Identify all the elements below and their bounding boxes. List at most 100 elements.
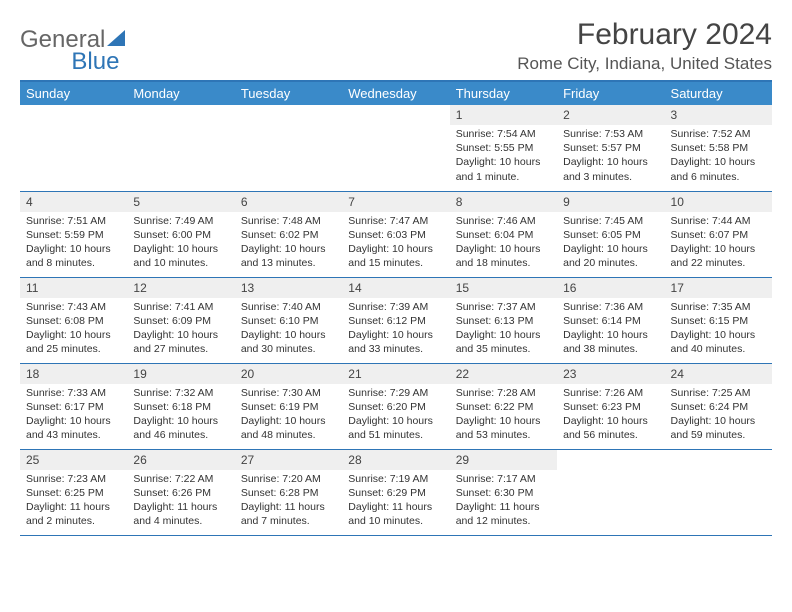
weekday-header: Tuesday: [235, 82, 342, 105]
day-number: 28: [342, 450, 449, 470]
calendar-day-cell: 13Sunrise: 7:40 AMSunset: 6:10 PMDayligh…: [235, 277, 342, 363]
calendar-day-cell: 9Sunrise: 7:45 AMSunset: 6:05 PMDaylight…: [557, 191, 664, 277]
day-details: Sunrise: 7:29 AMSunset: 6:20 PMDaylight:…: [342, 384, 449, 447]
weekday-header: Wednesday: [342, 82, 449, 105]
day-details: Sunrise: 7:51 AMSunset: 5:59 PMDaylight:…: [20, 212, 127, 275]
day-number: 15: [450, 278, 557, 298]
day-number: 2: [557, 105, 664, 125]
title-block: February 2024 Rome City, Indiana, United…: [517, 18, 772, 74]
calendar-day-cell: 20Sunrise: 7:30 AMSunset: 6:19 PMDayligh…: [235, 363, 342, 449]
brand-logo: General Blue: [20, 18, 177, 54]
calendar-empty-cell: [557, 449, 664, 535]
calendar-day-cell: 27Sunrise: 7:20 AMSunset: 6:28 PMDayligh…: [235, 449, 342, 535]
day-details: Sunrise: 7:49 AMSunset: 6:00 PMDaylight:…: [127, 212, 234, 275]
calendar-day-cell: 1Sunrise: 7:54 AMSunset: 5:55 PMDaylight…: [450, 105, 557, 191]
day-number: 18: [20, 364, 127, 384]
day-details: Sunrise: 7:54 AMSunset: 5:55 PMDaylight:…: [450, 125, 557, 188]
calendar-day-cell: 24Sunrise: 7:25 AMSunset: 6:24 PMDayligh…: [665, 363, 772, 449]
calendar-day-cell: 5Sunrise: 7:49 AMSunset: 6:00 PMDaylight…: [127, 191, 234, 277]
day-details: Sunrise: 7:47 AMSunset: 6:03 PMDaylight:…: [342, 212, 449, 275]
calendar-empty-cell: [665, 449, 772, 535]
day-number: 21: [342, 364, 449, 384]
day-details: Sunrise: 7:45 AMSunset: 6:05 PMDaylight:…: [557, 212, 664, 275]
day-details: Sunrise: 7:41 AMSunset: 6:09 PMDaylight:…: [127, 298, 234, 361]
day-details: Sunrise: 7:46 AMSunset: 6:04 PMDaylight:…: [450, 212, 557, 275]
day-details: Sunrise: 7:35 AMSunset: 6:15 PMDaylight:…: [665, 298, 772, 361]
day-number: 4: [20, 192, 127, 212]
calendar-week-row: 4Sunrise: 7:51 AMSunset: 5:59 PMDaylight…: [20, 191, 772, 277]
calendar-day-cell: 23Sunrise: 7:26 AMSunset: 6:23 PMDayligh…: [557, 363, 664, 449]
day-number: 16: [557, 278, 664, 298]
calendar-week-row: 18Sunrise: 7:33 AMSunset: 6:17 PMDayligh…: [20, 363, 772, 449]
calendar-day-cell: 25Sunrise: 7:23 AMSunset: 6:25 PMDayligh…: [20, 449, 127, 535]
calendar-body: 1Sunrise: 7:54 AMSunset: 5:55 PMDaylight…: [20, 105, 772, 535]
calendar-empty-cell: [127, 105, 234, 191]
day-number: 20: [235, 364, 342, 384]
day-number: 27: [235, 450, 342, 470]
calendar-day-cell: 18Sunrise: 7:33 AMSunset: 6:17 PMDayligh…: [20, 363, 127, 449]
weekday-header: Monday: [127, 82, 234, 105]
calendar-day-cell: 11Sunrise: 7:43 AMSunset: 6:08 PMDayligh…: [20, 277, 127, 363]
day-details: Sunrise: 7:28 AMSunset: 6:22 PMDaylight:…: [450, 384, 557, 447]
calendar-day-cell: 10Sunrise: 7:44 AMSunset: 6:07 PMDayligh…: [665, 191, 772, 277]
calendar-day-cell: 29Sunrise: 7:17 AMSunset: 6:30 PMDayligh…: [450, 449, 557, 535]
calendar-day-cell: 26Sunrise: 7:22 AMSunset: 6:26 PMDayligh…: [127, 449, 234, 535]
calendar-day-cell: 2Sunrise: 7:53 AMSunset: 5:57 PMDaylight…: [557, 105, 664, 191]
day-number: 9: [557, 192, 664, 212]
day-details: Sunrise: 7:25 AMSunset: 6:24 PMDaylight:…: [665, 384, 772, 447]
weekday-header: Saturday: [665, 82, 772, 105]
calendar-week-row: 11Sunrise: 7:43 AMSunset: 6:08 PMDayligh…: [20, 277, 772, 363]
calendar-day-cell: 3Sunrise: 7:52 AMSunset: 5:58 PMDaylight…: [665, 105, 772, 191]
day-number: 5: [127, 192, 234, 212]
calendar-day-cell: 7Sunrise: 7:47 AMSunset: 6:03 PMDaylight…: [342, 191, 449, 277]
calendar-day-cell: 28Sunrise: 7:19 AMSunset: 6:29 PMDayligh…: [342, 449, 449, 535]
calendar-day-cell: 4Sunrise: 7:51 AMSunset: 5:59 PMDaylight…: [20, 191, 127, 277]
calendar-empty-cell: [235, 105, 342, 191]
calendar-table: SundayMondayTuesdayWednesdayThursdayFrid…: [20, 82, 772, 536]
day-details: Sunrise: 7:40 AMSunset: 6:10 PMDaylight:…: [235, 298, 342, 361]
day-details: Sunrise: 7:33 AMSunset: 6:17 PMDaylight:…: [20, 384, 127, 447]
calendar-empty-cell: [20, 105, 127, 191]
weekday-header: Friday: [557, 82, 664, 105]
calendar-day-cell: 8Sunrise: 7:46 AMSunset: 6:04 PMDaylight…: [450, 191, 557, 277]
calendar-day-cell: 14Sunrise: 7:39 AMSunset: 6:12 PMDayligh…: [342, 277, 449, 363]
day-details: Sunrise: 7:30 AMSunset: 6:19 PMDaylight:…: [235, 384, 342, 447]
calendar-empty-cell: [342, 105, 449, 191]
calendar-day-cell: 16Sunrise: 7:36 AMSunset: 6:14 PMDayligh…: [557, 277, 664, 363]
day-details: Sunrise: 7:53 AMSunset: 5:57 PMDaylight:…: [557, 125, 664, 188]
day-number: 7: [342, 192, 449, 212]
day-number: 17: [665, 278, 772, 298]
calendar-week-row: 1Sunrise: 7:54 AMSunset: 5:55 PMDaylight…: [20, 105, 772, 191]
day-number: 26: [127, 450, 234, 470]
day-number: 6: [235, 192, 342, 212]
day-details: Sunrise: 7:19 AMSunset: 6:29 PMDaylight:…: [342, 470, 449, 533]
calendar-day-cell: 15Sunrise: 7:37 AMSunset: 6:13 PMDayligh…: [450, 277, 557, 363]
day-details: Sunrise: 7:44 AMSunset: 6:07 PMDaylight:…: [665, 212, 772, 275]
weekday-header: Thursday: [450, 82, 557, 105]
day-number: 13: [235, 278, 342, 298]
day-number: 12: [127, 278, 234, 298]
day-details: Sunrise: 7:26 AMSunset: 6:23 PMDaylight:…: [557, 384, 664, 447]
weekday-header: Sunday: [20, 82, 127, 105]
day-number: 11: [20, 278, 127, 298]
header: General Blue February 2024 Rome City, In…: [20, 18, 772, 74]
month-title: February 2024: [517, 18, 772, 52]
day-number: 10: [665, 192, 772, 212]
calendar-day-cell: 12Sunrise: 7:41 AMSunset: 6:09 PMDayligh…: [127, 277, 234, 363]
brand-sail-icon: [107, 30, 129, 50]
day-details: Sunrise: 7:39 AMSunset: 6:12 PMDaylight:…: [342, 298, 449, 361]
calendar-day-cell: 17Sunrise: 7:35 AMSunset: 6:15 PMDayligh…: [665, 277, 772, 363]
day-number: 1: [450, 105, 557, 125]
day-details: Sunrise: 7:32 AMSunset: 6:18 PMDaylight:…: [127, 384, 234, 447]
day-number: 8: [450, 192, 557, 212]
day-details: Sunrise: 7:23 AMSunset: 6:25 PMDaylight:…: [20, 470, 127, 533]
day-details: Sunrise: 7:22 AMSunset: 6:26 PMDaylight:…: [127, 470, 234, 533]
calendar-week-row: 25Sunrise: 7:23 AMSunset: 6:25 PMDayligh…: [20, 449, 772, 535]
day-number: 25: [20, 450, 127, 470]
day-details: Sunrise: 7:20 AMSunset: 6:28 PMDaylight:…: [235, 470, 342, 533]
calendar-day-cell: 22Sunrise: 7:28 AMSunset: 6:22 PMDayligh…: [450, 363, 557, 449]
day-details: Sunrise: 7:43 AMSunset: 6:08 PMDaylight:…: [20, 298, 127, 361]
day-number: 3: [665, 105, 772, 125]
day-details: Sunrise: 7:36 AMSunset: 6:14 PMDaylight:…: [557, 298, 664, 361]
day-number: 24: [665, 364, 772, 384]
